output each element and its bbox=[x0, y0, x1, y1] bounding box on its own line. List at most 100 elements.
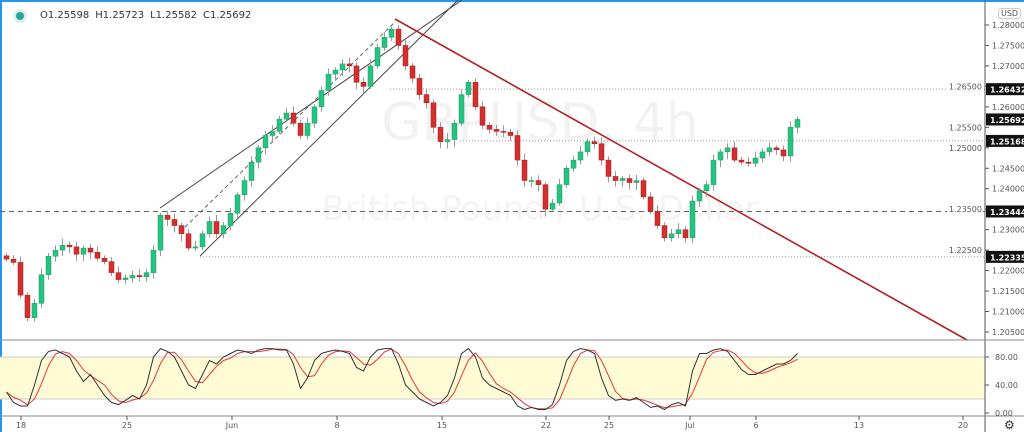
price-tick-label: 1.27000 bbox=[992, 62, 1024, 71]
candle bbox=[206, 221, 213, 234]
time-tick-label: 6 bbox=[753, 421, 758, 430]
candle bbox=[514, 135, 521, 161]
price-tick-label: 1.26000 bbox=[992, 103, 1024, 112]
candle bbox=[311, 106, 318, 124]
candle bbox=[304, 122, 311, 136]
price-label: 1.26432 bbox=[990, 86, 1024, 95]
candle bbox=[682, 229, 689, 239]
time-tick-label: 15 bbox=[437, 421, 447, 430]
candle bbox=[220, 225, 227, 234]
candle bbox=[591, 141, 598, 144]
candle bbox=[675, 229, 682, 234]
candle bbox=[241, 180, 248, 196]
stoch-k-line bbox=[6, 347, 798, 411]
price-tick-label: 1.27500 bbox=[992, 41, 1024, 50]
candle bbox=[584, 141, 591, 153]
time-tick-label: Jul bbox=[684, 421, 695, 430]
currency-button[interactable]: USD bbox=[998, 8, 1022, 19]
legend-open: O1.25598 bbox=[40, 10, 90, 21]
candle bbox=[10, 258, 17, 263]
candle bbox=[45, 256, 52, 275]
candle bbox=[66, 244, 73, 248]
candle bbox=[374, 47, 381, 67]
price-label-box bbox=[986, 134, 1024, 147]
candle bbox=[717, 151, 724, 161]
candle bbox=[409, 65, 416, 79]
candle bbox=[500, 131, 507, 133]
candle bbox=[710, 159, 717, 185]
candle bbox=[227, 213, 234, 226]
price-tick-label-bg bbox=[947, 122, 983, 133]
candle bbox=[535, 180, 542, 185]
candle bbox=[367, 65, 374, 87]
settings-gear-icon[interactable]: ⚙ bbox=[1004, 418, 1015, 432]
price-label-box bbox=[986, 113, 1024, 126]
candle bbox=[423, 94, 430, 104]
candle bbox=[486, 125, 493, 130]
candle bbox=[3, 255, 10, 260]
candle bbox=[668, 233, 675, 239]
stoch-band bbox=[0, 356, 985, 400]
candle bbox=[780, 149, 787, 157]
candle bbox=[185, 233, 192, 249]
candle bbox=[325, 73, 332, 91]
candle bbox=[290, 112, 297, 124]
candle bbox=[458, 94, 465, 124]
candle bbox=[143, 272, 150, 277]
candle bbox=[633, 180, 640, 183]
candle bbox=[234, 194, 241, 214]
candle bbox=[465, 82, 472, 95]
price-tick-label-bg bbox=[947, 142, 983, 153]
candle bbox=[164, 215, 171, 220]
horizontal-levels bbox=[0, 88, 985, 258]
candle bbox=[199, 233, 206, 248]
candle bbox=[528, 180, 535, 182]
candle bbox=[696, 190, 703, 202]
price-label: 1.25168 bbox=[990, 137, 1024, 146]
candle bbox=[605, 159, 612, 177]
candle bbox=[787, 127, 794, 157]
watermark-name: British Pound / U.S. Dollar bbox=[321, 189, 758, 229]
price-tick-label: 1.21500 bbox=[992, 287, 1024, 296]
price-tick-label-bg bbox=[947, 81, 983, 92]
price-tick-label: 1.25500 bbox=[949, 123, 982, 132]
candle bbox=[731, 147, 738, 161]
candle bbox=[647, 196, 654, 212]
candle bbox=[360, 82, 367, 87]
stochastic-lines bbox=[6, 347, 798, 411]
candle bbox=[402, 45, 409, 67]
time-tick-label: 25 bbox=[604, 421, 614, 430]
candle bbox=[52, 249, 59, 257]
candle bbox=[297, 122, 304, 136]
candle bbox=[451, 122, 458, 140]
candle bbox=[255, 147, 262, 163]
candle bbox=[332, 69, 339, 75]
candle bbox=[136, 275, 143, 277]
candle bbox=[563, 168, 570, 185]
time-tick-label: 25 bbox=[122, 421, 132, 430]
candle bbox=[549, 202, 556, 210]
candle bbox=[689, 200, 696, 239]
candle bbox=[759, 151, 766, 159]
candle bbox=[577, 151, 584, 161]
candle bbox=[542, 184, 549, 210]
stoch-tick-label: 80.00 bbox=[995, 353, 1018, 362]
price-label-box bbox=[986, 250, 1024, 263]
channel-median-line bbox=[179, 21, 396, 233]
candle bbox=[612, 176, 619, 181]
candle bbox=[521, 159, 528, 181]
price-label-box bbox=[986, 205, 1024, 218]
status-dot-icon bbox=[16, 11, 24, 20]
candle bbox=[318, 90, 325, 108]
symbol-watermark: GBPUSD, 4h British Pound / U.S. Dollar bbox=[321, 93, 758, 229]
candle bbox=[724, 147, 731, 153]
candle bbox=[381, 37, 388, 48]
price-tick-label: 1.24500 bbox=[992, 164, 1024, 173]
candle bbox=[738, 159, 745, 163]
candle bbox=[115, 272, 122, 280]
price-label: 1.25692 bbox=[990, 116, 1024, 125]
candle bbox=[395, 28, 402, 46]
time-tick-label: Jun bbox=[225, 421, 239, 430]
